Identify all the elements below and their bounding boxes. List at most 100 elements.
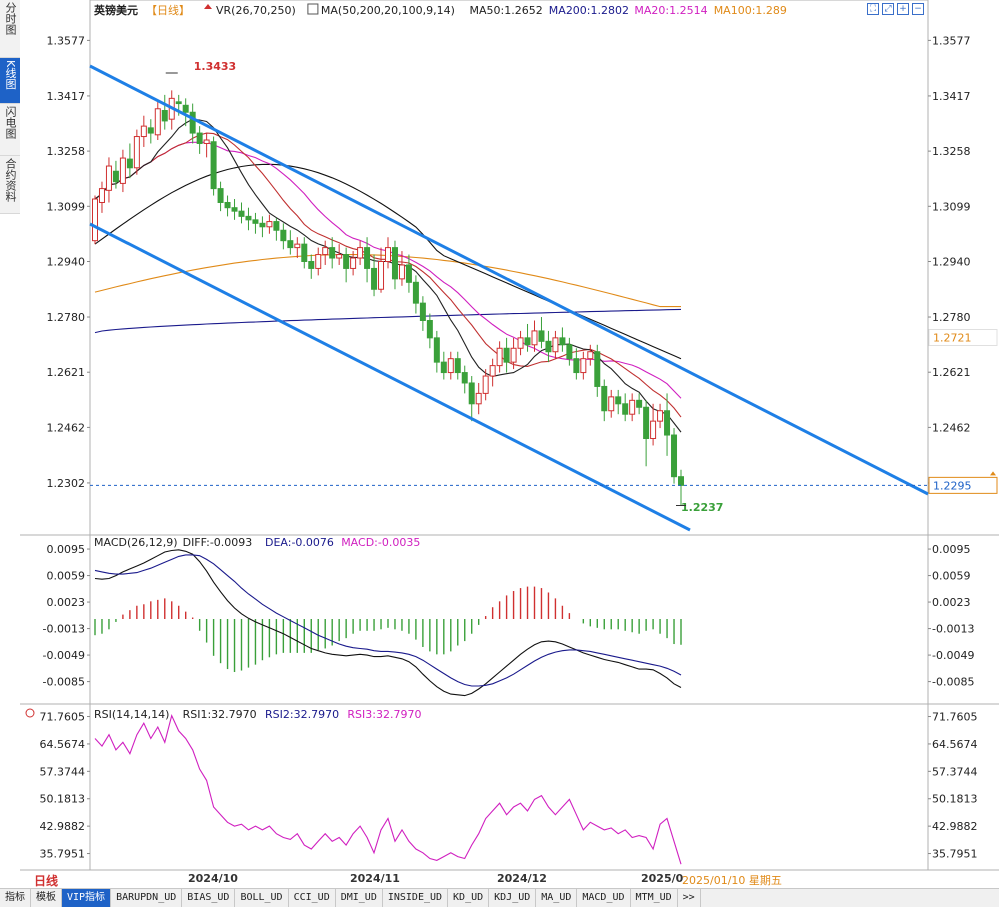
candle-body bbox=[224, 201, 231, 209]
candle-body bbox=[510, 347, 517, 363]
zoom-in-icon[interactable]: + bbox=[897, 3, 909, 15]
indicator-tab[interactable]: VIP指标 bbox=[62, 889, 112, 907]
indicator-tab[interactable]: MACD_UD bbox=[577, 889, 631, 907]
candle-body bbox=[580, 358, 587, 374]
candle-body bbox=[112, 170, 119, 183]
indicator-tab[interactable]: KDJ_UD bbox=[489, 889, 537, 907]
y-tick-label-left: 35.7951 bbox=[40, 848, 86, 861]
indicator-tab[interactable]: 模板 bbox=[31, 889, 62, 907]
indicator-tab[interactable]: MA_UD bbox=[536, 889, 578, 907]
candle-body bbox=[405, 264, 412, 283]
candle-body bbox=[161, 110, 168, 122]
y-tick-label-left: 64.5674 bbox=[40, 738, 86, 751]
y-tick-label-left: 1.3577 bbox=[47, 34, 86, 47]
candle-body bbox=[545, 340, 552, 353]
indicator-tab[interactable]: BIAS_UD bbox=[182, 889, 236, 907]
rsi-header-value: RSI(14,14,14) bbox=[94, 708, 169, 721]
candle-body bbox=[336, 254, 343, 259]
candle-body bbox=[636, 399, 643, 408]
chart-type-icon bbox=[307, 3, 319, 15]
candle-body bbox=[482, 375, 489, 394]
y-tick-label-left: 1.3258 bbox=[47, 145, 86, 158]
candle-body bbox=[391, 247, 398, 280]
y-tick-label-left: 42.9882 bbox=[40, 820, 86, 833]
candle-body bbox=[657, 410, 664, 422]
indicator-tab-bar: 指标 模板 VIP指标 BARUPDN_UD BIAS_UD BOLL_UD CCI_UD D… bbox=[0, 888, 999, 907]
candle-body bbox=[419, 302, 426, 321]
y-tick-label-left: 1.3099 bbox=[47, 200, 86, 213]
y-tick-label-right: 1.2462 bbox=[932, 421, 971, 434]
candle-body bbox=[601, 385, 608, 412]
expand-icon[interactable]: ⤢ bbox=[882, 3, 894, 15]
fullscreen-icon[interactable]: ⛶ bbox=[867, 3, 879, 15]
candle-body bbox=[350, 257, 357, 269]
x-tick-label: 2024/10 bbox=[188, 872, 238, 885]
indicator-value: VR(26,70,250) bbox=[216, 4, 296, 17]
indicator-tab[interactable]: DMI_UD bbox=[336, 889, 383, 907]
candle-body bbox=[643, 406, 650, 440]
y-tick-label-left: 50.1813 bbox=[40, 793, 86, 806]
candle-body bbox=[412, 281, 419, 304]
macd-diff-line bbox=[94, 549, 682, 697]
channel-upper-line bbox=[89, 64, 929, 496]
y-tick-label-right: 42.9882 bbox=[932, 820, 978, 833]
y-tick-label-left: -0.0049 bbox=[43, 649, 85, 662]
x-tick-label: 2024/11 bbox=[350, 872, 400, 885]
y-tick-label-left: -0.0013 bbox=[43, 623, 85, 636]
indicator-tab[interactable]: MTM_UD bbox=[631, 889, 678, 907]
y-tick-label-right: 1.3417 bbox=[932, 90, 971, 103]
indicator-tab[interactable]: KD_UD bbox=[448, 889, 490, 907]
candle-body bbox=[105, 165, 112, 191]
cursor-date-label: 2025/01/10 星期五 bbox=[682, 874, 782, 887]
candle-body bbox=[552, 337, 559, 353]
period-label[interactable]: 日线 bbox=[34, 874, 59, 888]
candle-body bbox=[461, 372, 468, 384]
indicator-tab[interactable]: INSIDE_UD bbox=[383, 889, 449, 907]
arrow-up-icon bbox=[204, 4, 212, 9]
ma9-line bbox=[94, 118, 682, 433]
candle-body bbox=[175, 101, 182, 105]
y-tick-label-right: 0.0059 bbox=[932, 570, 971, 583]
candle-body bbox=[147, 127, 154, 134]
zoom-out-icon[interactable]: − bbox=[912, 3, 924, 15]
indicator-tab[interactable]: BOLL_UD bbox=[235, 889, 289, 907]
candle-body bbox=[608, 396, 615, 412]
candle-body bbox=[566, 344, 573, 360]
y-tick-label-right: 57.3744 bbox=[932, 765, 978, 778]
y-tick-label-right: -0.0085 bbox=[932, 676, 974, 689]
arrow-up-icon bbox=[990, 471, 996, 476]
candle-body bbox=[364, 247, 371, 269]
candle-body bbox=[433, 337, 440, 363]
settings-icon bbox=[25, 708, 35, 718]
candle-body bbox=[475, 392, 482, 405]
y-tick-label-left: 57.3744 bbox=[40, 765, 86, 778]
y-tick-label-right: 50.1813 bbox=[932, 793, 978, 806]
candle-body bbox=[629, 399, 636, 415]
y-tick-label-right: 1.2621 bbox=[932, 366, 971, 379]
sidebar-tab-intraday[interactable]: 分时图 bbox=[0, 0, 20, 58]
candle-body bbox=[650, 420, 657, 440]
candle-body bbox=[238, 210, 245, 217]
y-tick-label-right: 1.3258 bbox=[932, 145, 971, 158]
indicator-tab[interactable]: BARUPDN_UD bbox=[111, 889, 183, 907]
sidebar-tab-label: K线图 bbox=[4, 60, 17, 90]
period-tag: 【日线】 bbox=[146, 3, 190, 17]
last-price-box bbox=[928, 476, 998, 494]
y-tick-label-left: 71.7605 bbox=[40, 711, 86, 724]
candle-body bbox=[140, 125, 147, 138]
candle-body bbox=[119, 157, 126, 184]
indicator-tab[interactable]: 指标 bbox=[0, 889, 31, 907]
sidebar-tab-flash[interactable]: 闪电图 bbox=[0, 104, 20, 156]
ma-level-label: 1.2721 bbox=[933, 332, 972, 345]
candle-body bbox=[322, 247, 329, 256]
sidebar-tab-kline[interactable]: K线图 bbox=[0, 58, 20, 104]
low-annotation: 1.2237 bbox=[681, 501, 723, 514]
x-tick-label: 2025/0 bbox=[641, 872, 684, 885]
sidebar-tab-contract[interactable]: 合约资料 bbox=[0, 156, 20, 214]
indicator-tab[interactable]: CCI_UD bbox=[289, 889, 336, 907]
indicator-tab[interactable]: >> bbox=[678, 889, 701, 907]
y-tick-label-right: 1.3577 bbox=[932, 34, 971, 47]
candle-body bbox=[217, 188, 224, 203]
y-tick-label-right: -0.0049 bbox=[932, 649, 974, 662]
indicator-value: MA200:1.2802 bbox=[549, 4, 629, 17]
